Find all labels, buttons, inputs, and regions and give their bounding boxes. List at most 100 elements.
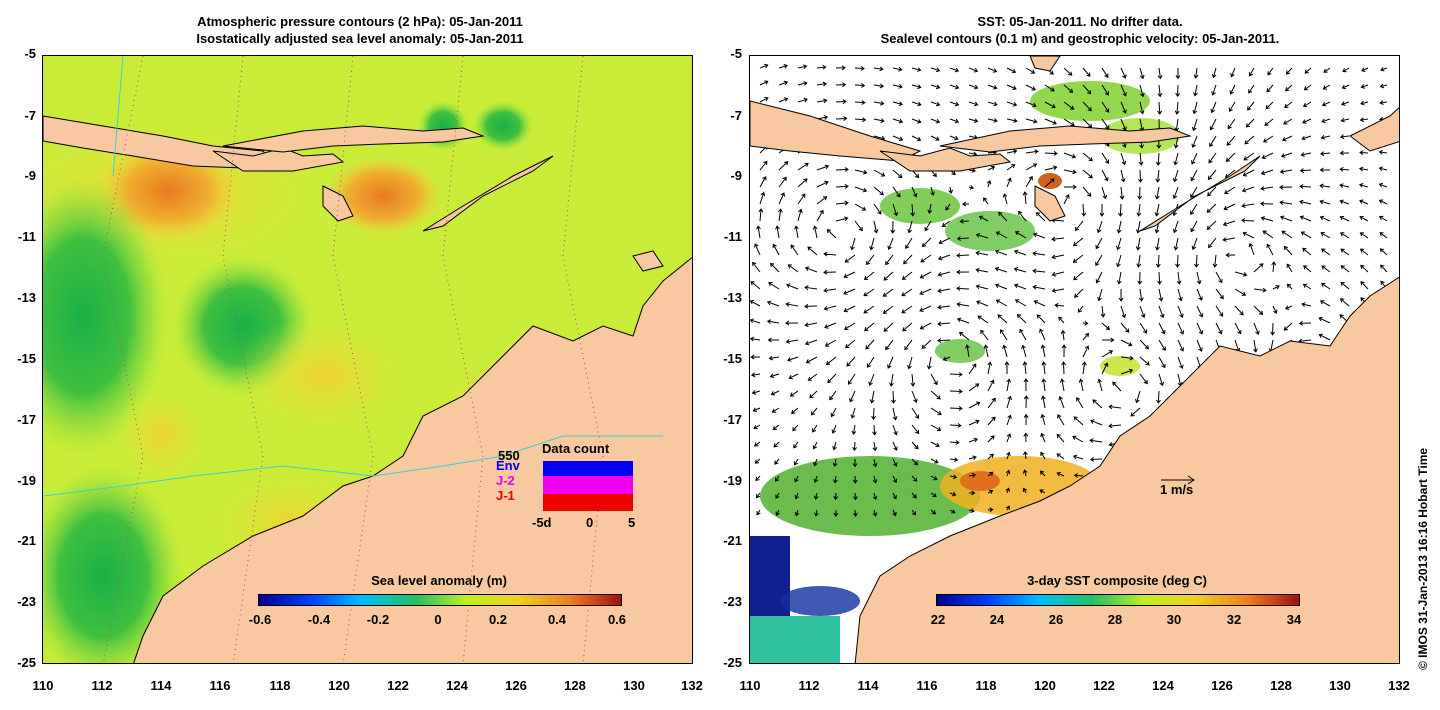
velocity-arrow (930, 407, 942, 416)
velocity-arrow (1234, 288, 1247, 296)
velocity-arrow (1097, 288, 1103, 302)
velocity-arrow (813, 475, 819, 484)
velocity-arrow (1022, 361, 1028, 375)
velocity-arrow (930, 101, 941, 107)
velocity-arrow (949, 423, 962, 428)
x-tick: 122 (387, 678, 409, 693)
x-tick: 122 (1093, 678, 1115, 693)
velocity-arrow (1209, 135, 1217, 148)
velocity-arrow (786, 283, 799, 290)
velocity-arrow (975, 233, 989, 239)
velocity-arrow (1063, 169, 1077, 175)
velocity-arrow (1245, 118, 1255, 128)
velocity-arrow (852, 475, 858, 484)
velocity-arrow (1044, 101, 1056, 109)
velocity-arrow (1253, 322, 1260, 336)
velocity-arrow (1215, 288, 1224, 300)
sla-map[interactable] (42, 55, 693, 664)
velocity-arrow (1013, 249, 1027, 256)
velocity-arrow (1241, 186, 1255, 193)
velocity-arrow (949, 67, 960, 73)
y-tick: -19 (17, 473, 36, 488)
velocity-arrow (1303, 84, 1312, 91)
velocity-arrow (824, 322, 837, 329)
velocity-arrow (1253, 287, 1267, 293)
velocity-arrow (919, 288, 932, 296)
velocity-arrow (1120, 322, 1130, 333)
velocity-arrow (1120, 355, 1134, 361)
velocity-arrow (1339, 134, 1350, 140)
velocity-arrow (949, 101, 960, 107)
velocity-arrow (1021, 344, 1027, 358)
velocity-arrow (975, 250, 989, 256)
velocity-arrow (1136, 203, 1142, 217)
velocity-arrow (1059, 378, 1065, 392)
velocity-arrow (892, 135, 904, 142)
velocity-arrow (1358, 183, 1369, 188)
velocity-arrow (1303, 265, 1312, 273)
velocity-arrow (1006, 84, 1017, 90)
velocity-arrow (901, 271, 913, 280)
velocity-arrow (930, 373, 938, 386)
velocity-arrow (1120, 169, 1126, 183)
cbar-tick: -0.2 (366, 612, 390, 627)
sst-map[interactable] (749, 55, 1400, 664)
velocity-arrow (1379, 232, 1388, 239)
velocity-arrow (1039, 489, 1046, 494)
velocity-arrow (887, 237, 894, 251)
velocity-arrow (1318, 333, 1331, 341)
velocity-arrow (816, 209, 824, 222)
velocity-arrow (911, 407, 919, 419)
velocity-arrow (911, 118, 922, 124)
velocity-arrow (1139, 339, 1149, 350)
x-tick: 120 (328, 678, 350, 693)
inset-legend-env: Env (496, 458, 520, 473)
velocity-arrow (872, 492, 878, 501)
velocity-arrow (937, 338, 951, 343)
velocity-scale: 1 m/s (1160, 472, 1200, 497)
velocity-arrow (1222, 237, 1236, 242)
velocity-arrow (816, 64, 827, 70)
velocity-arrow (756, 509, 761, 516)
velocity-arrow (919, 305, 932, 312)
velocity-arrow (812, 424, 818, 433)
velocity-arrow (968, 118, 979, 123)
data-count-inset (543, 461, 633, 511)
velocity-arrow (1253, 263, 1264, 273)
velocity-arrow (787, 356, 799, 362)
velocity-arrow (1196, 305, 1204, 318)
velocity-arrow (930, 186, 935, 196)
velocity-arrow (1006, 451, 1011, 460)
velocity-arrow (1044, 165, 1058, 171)
velocity-arrow (949, 457, 959, 463)
velocity-arrow (852, 509, 858, 518)
velocity-arrow (892, 475, 898, 484)
velocity-arrow (1225, 252, 1236, 258)
velocity-arrow (1139, 84, 1145, 98)
velocity-arrow (1025, 84, 1036, 91)
velocity-arrow (1082, 332, 1090, 341)
velocity-arrow (829, 390, 837, 401)
velocity-arrow (833, 509, 839, 517)
velocity-arrow (1040, 344, 1046, 358)
velocity-arrow (812, 441, 818, 450)
velocity-arrow (1101, 337, 1115, 343)
velocity-arrow (1299, 199, 1312, 205)
velocity-arrow (883, 322, 894, 332)
velocity-arrow (813, 458, 818, 467)
velocity-arrow (1215, 322, 1223, 335)
velocity-arrow (1264, 118, 1274, 126)
velocity-arrow (987, 84, 998, 90)
velocity-arrow (1261, 152, 1274, 160)
velocity-arrow (1025, 175, 1033, 188)
velocity-arrow (1299, 184, 1312, 189)
velocity-arrow (911, 186, 918, 198)
x-tick: 114 (857, 678, 879, 693)
velocity-arrow (942, 356, 951, 361)
velocity-arrow (1006, 414, 1012, 426)
velocity-arrow (1158, 373, 1165, 387)
velocity-arrow (1032, 232, 1046, 239)
velocity-arrow (1272, 305, 1278, 314)
velocity-arrow (1286, 283, 1293, 290)
velocity-arrow (1320, 134, 1331, 140)
